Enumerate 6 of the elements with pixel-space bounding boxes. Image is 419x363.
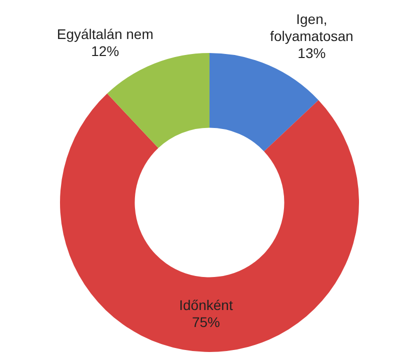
data-label: 12%	[91, 43, 120, 60]
slice-label: Egyáltalán nem	[56, 26, 154, 42]
data-label: 13%	[298, 44, 326, 61]
slice-label: Időnként	[179, 296, 233, 313]
slice-label: Igen, folyamatosan	[270, 10, 354, 44]
data-label: 75%	[192, 314, 220, 330]
